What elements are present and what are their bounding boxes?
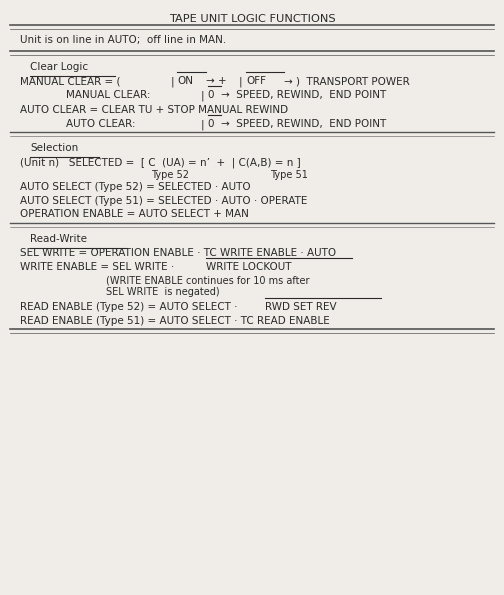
Text: TAPE UNIT LOGIC FUNCTIONS: TAPE UNIT LOGIC FUNCTIONS — [169, 14, 335, 24]
Text: Selection: Selection — [30, 143, 79, 154]
Text: ON: ON — [177, 76, 194, 86]
Text: WRITE LOCKOUT: WRITE LOCKOUT — [206, 262, 291, 272]
Text: Type 52: Type 52 — [151, 170, 189, 180]
Text: SEL WRITE = OPERATION ENABLE · TC WRITE ENABLE · AUTO: SEL WRITE = OPERATION ENABLE · TC WRITE … — [20, 248, 336, 258]
Text: AUTO SELECT (Type 51) = SELECTED · AUTO · OPERATE: AUTO SELECT (Type 51) = SELECTED · AUTO … — [20, 196, 307, 206]
Text: AUTO CLEAR = CLEAR TU + STOP MANUAL REWIND: AUTO CLEAR = CLEAR TU + STOP MANUAL REWI… — [20, 105, 288, 115]
Text: READ ENABLE (Type 52) = AUTO SELECT ·: READ ENABLE (Type 52) = AUTO SELECT · — [20, 302, 241, 312]
Text: |: | — [201, 90, 204, 101]
Text: OFF: OFF — [246, 76, 266, 86]
Text: OPERATION ENABLE = AUTO SELECT + MAN: OPERATION ENABLE = AUTO SELECT + MAN — [20, 209, 249, 220]
Text: → )  TRANSPORT POWER: → ) TRANSPORT POWER — [284, 76, 410, 86]
Text: |: | — [201, 119, 204, 130]
Text: WRITE ENABLE = SEL WRITE ·: WRITE ENABLE = SEL WRITE · — [20, 262, 177, 272]
Text: (WRITE ENABLE continues for 10 ms after: (WRITE ENABLE continues for 10 ms after — [106, 275, 309, 286]
Text: RWD SET REV: RWD SET REV — [265, 302, 336, 312]
Text: → +: → + — [206, 76, 227, 86]
Text: SEL WRITE  is negated): SEL WRITE is negated) — [106, 287, 219, 298]
Text: Read-Write: Read-Write — [30, 234, 87, 245]
Text: AUTO CLEAR:: AUTO CLEAR: — [66, 119, 135, 129]
Text: 0: 0 — [208, 90, 214, 101]
Text: |: | — [171, 76, 174, 87]
Text: 0: 0 — [208, 119, 214, 129]
Text: (Unit n)   SELECTED =  [ C  (UA) = n’  +  | C(A,B) = n ]: (Unit n) SELECTED = [ C (UA) = n’ + | C(… — [20, 157, 301, 168]
Text: |: | — [238, 76, 242, 87]
Text: →  SPEED, REWIND,  END POINT: → SPEED, REWIND, END POINT — [221, 90, 387, 101]
Text: Unit is on line in AUTO;  off line in MAN.: Unit is on line in AUTO; off line in MAN… — [20, 35, 226, 45]
Text: Clear Logic: Clear Logic — [30, 62, 88, 73]
Text: MANUAL CLEAR = (: MANUAL CLEAR = ( — [20, 76, 120, 86]
Text: →  SPEED, REWIND,  END POINT: → SPEED, REWIND, END POINT — [221, 119, 387, 129]
Text: AUTO SELECT (Type 52) = SELECTED · AUTO: AUTO SELECT (Type 52) = SELECTED · AUTO — [20, 182, 251, 192]
Text: MANUAL CLEAR:: MANUAL CLEAR: — [66, 90, 150, 101]
Text: READ ENABLE (Type 51) = AUTO SELECT · TC READ ENABLE: READ ENABLE (Type 51) = AUTO SELECT · TC… — [20, 316, 330, 326]
Text: Type 51: Type 51 — [270, 170, 307, 180]
